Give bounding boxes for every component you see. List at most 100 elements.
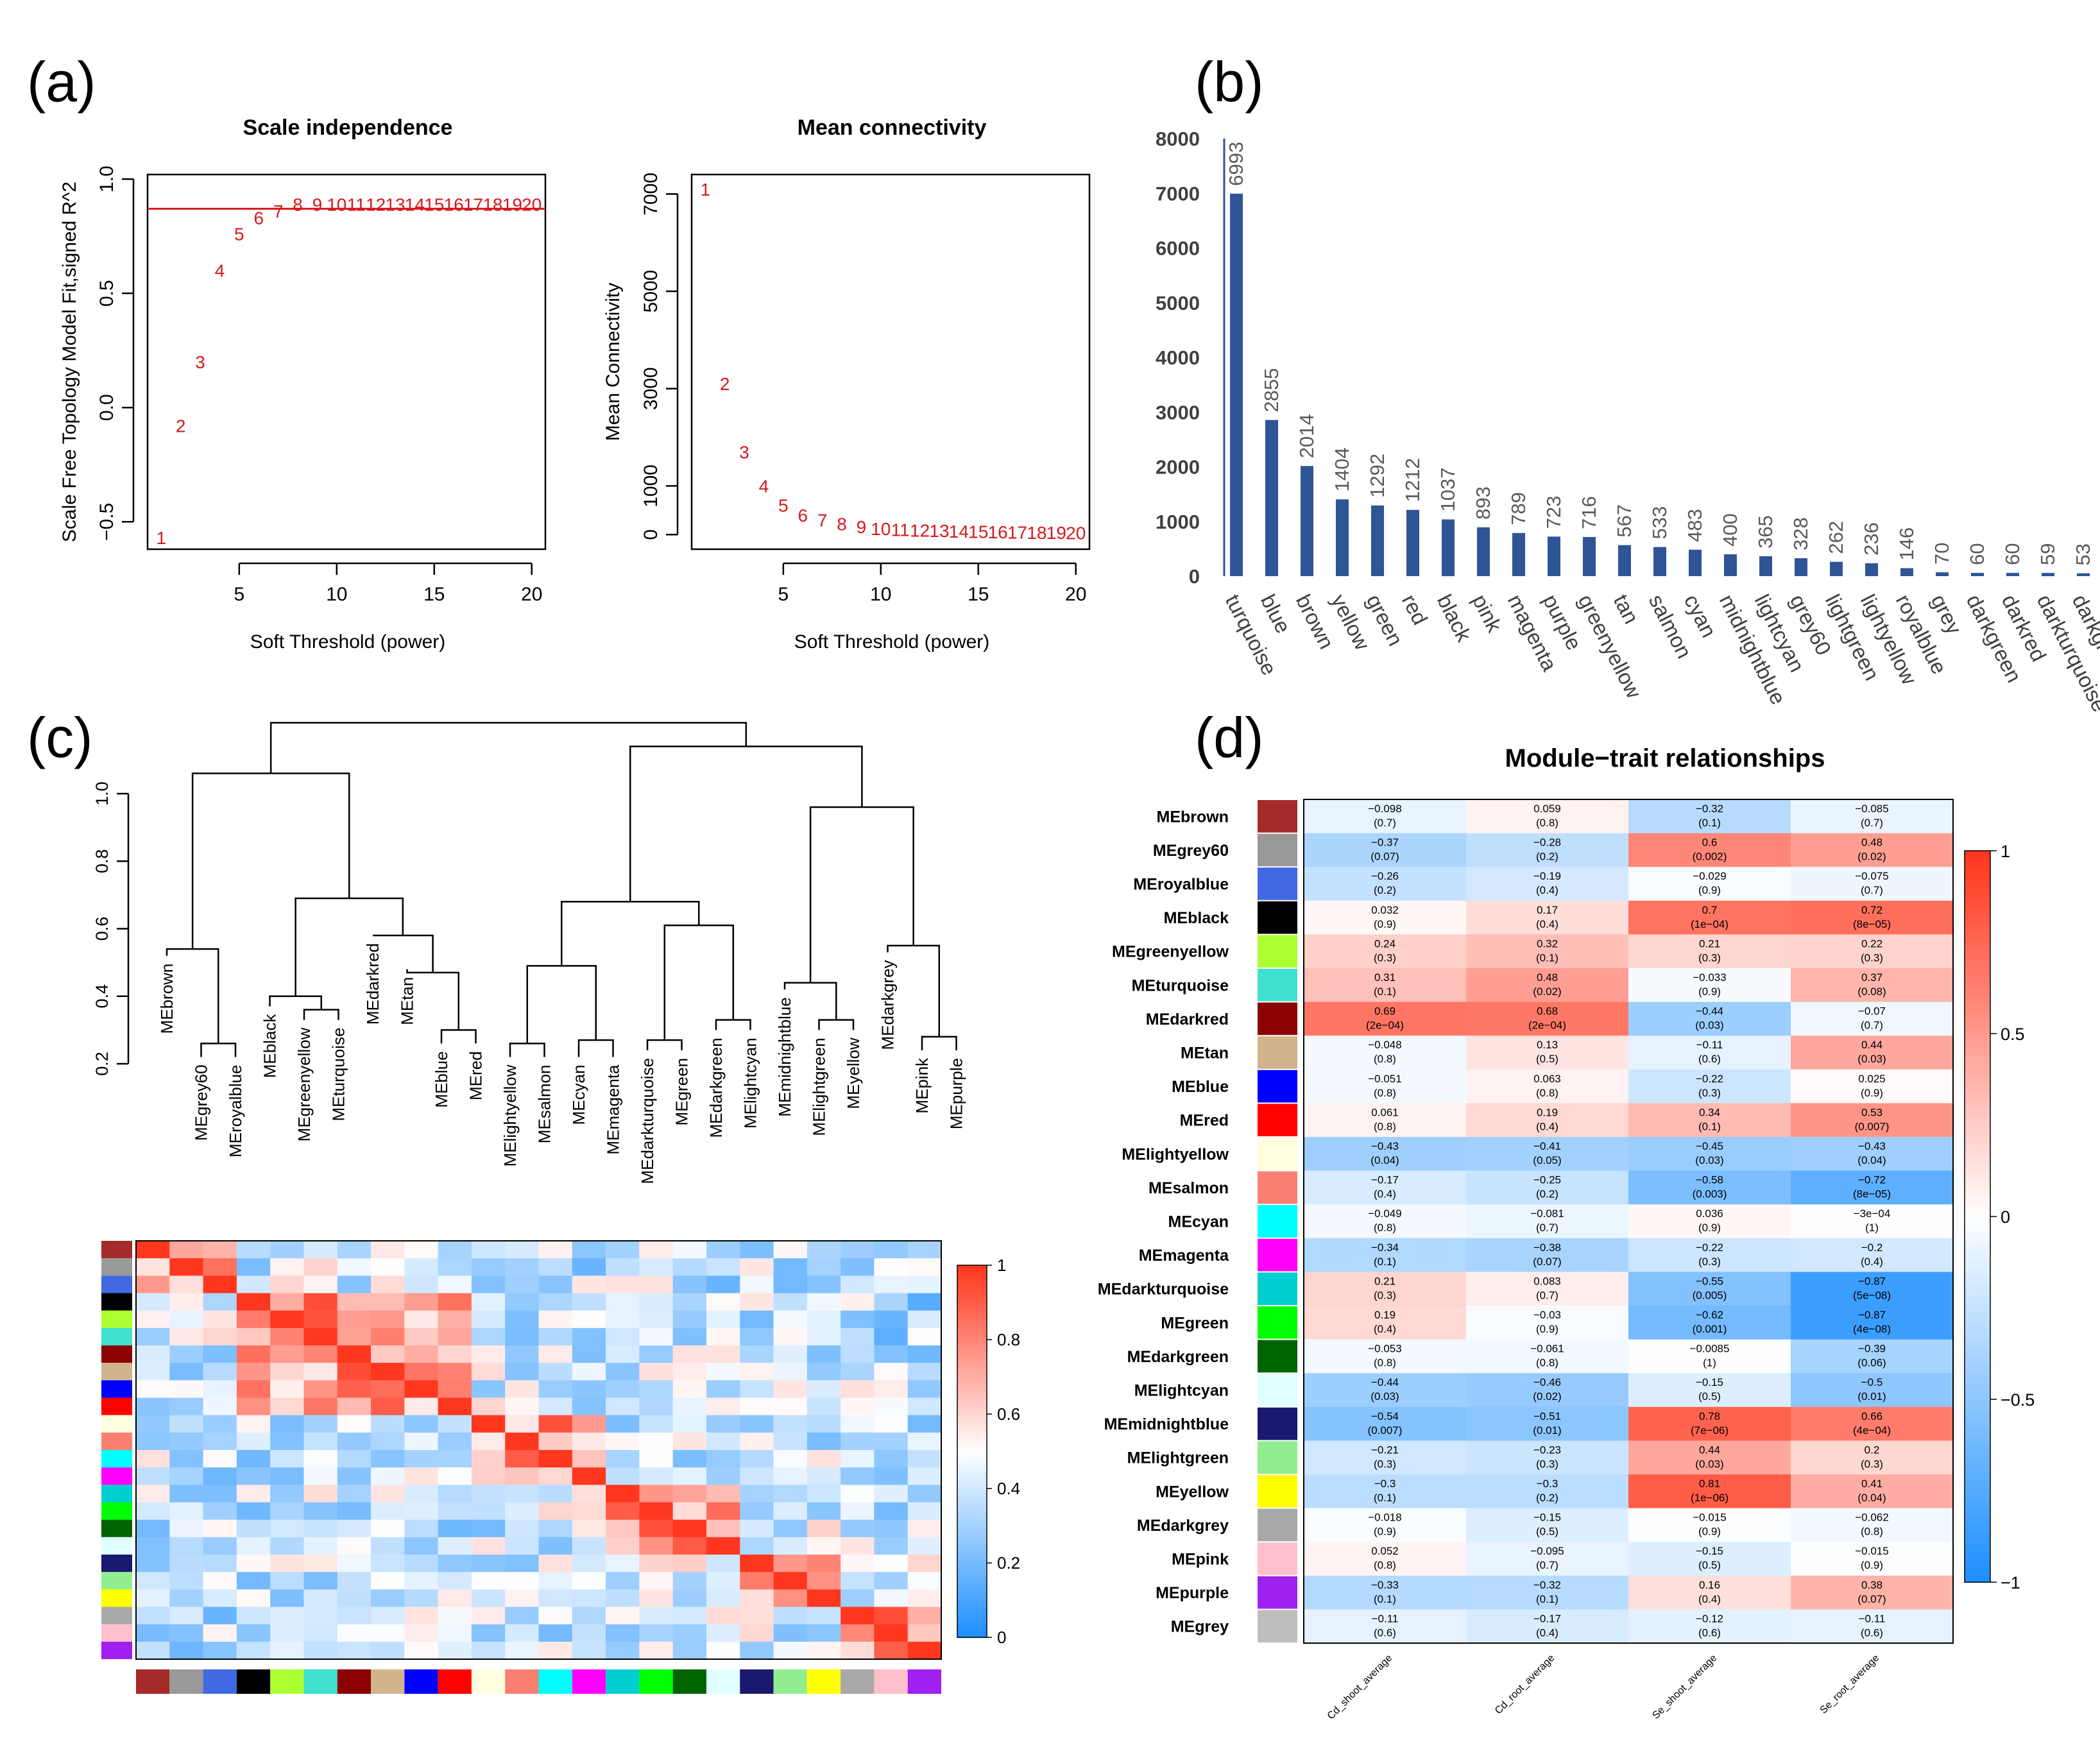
heatmap-cell: [1466, 1474, 1629, 1509]
cell-pvalue: (0.03): [1695, 1458, 1723, 1470]
heatmap-cell: [1466, 1339, 1629, 1374]
cell-correlation: −0.72: [1858, 1174, 1886, 1186]
y-tick-label: 7000: [640, 173, 662, 216]
heatmap-cell: [606, 1450, 640, 1468]
heatmap-cell: [841, 1397, 875, 1416]
cell-pvalue: (0.6): [1374, 1626, 1396, 1639]
heatmap-cell: [438, 1415, 472, 1433]
heatmap-cell: [1791, 1137, 1954, 1172]
heatmap-cell: [203, 1641, 237, 1660]
y-tick-label: 0: [640, 529, 662, 540]
bar-value-label: 236: [1860, 522, 1882, 556]
color-scale-segment: [1965, 909, 1990, 917]
cell-pvalue: (0.9): [1698, 1526, 1721, 1538]
heatmap-cell: [740, 1293, 774, 1311]
dendrogram-leaf-label: MElightgreen: [810, 1037, 829, 1136]
heatmap-cell: [874, 1624, 909, 1642]
heatmap-cell: [371, 1293, 405, 1311]
heatmap-cell: [1304, 1373, 1467, 1408]
cell-pvalue: (0.8): [1536, 1357, 1558, 1369]
color-scale-segment: [1965, 1458, 1990, 1466]
heatmap-cell: [672, 1241, 707, 1259]
heatmap-cell: [1466, 1440, 1629, 1475]
heatmap-cell: [572, 1641, 606, 1660]
scale-independence-xlabel: Soft Threshold (power): [250, 631, 446, 652]
heatmap-cell: [1466, 900, 1629, 935]
heatmap-cell: [538, 1293, 573, 1311]
cell-pvalue: (0.9): [1536, 1323, 1558, 1335]
heatmap-cell: [606, 1519, 640, 1538]
heatmap-cell: [505, 1345, 539, 1363]
heatmap-cell: [841, 1537, 875, 1555]
color-scale-segment: [1965, 1538, 1990, 1546]
cell-pvalue: (0.4): [1374, 1188, 1396, 1200]
color-scale-segment: [957, 1603, 987, 1608]
heatmap-cell: [505, 1241, 539, 1259]
bar: [1336, 499, 1349, 576]
color-scale-segment: [1965, 1487, 1990, 1495]
heatmap-cell: [236, 1327, 271, 1346]
cell-correlation: −3e−04: [1854, 1207, 1891, 1220]
color-scale-segment: [1965, 1253, 1990, 1261]
heatmap-cell: [203, 1589, 237, 1607]
cell-pvalue: (0.7): [1861, 817, 1883, 829]
heatmap-cell: [538, 1380, 573, 1398]
module-row-label: MElightgreen: [1127, 1449, 1229, 1467]
heatmap-cell: [505, 1310, 539, 1329]
color-scale-segment: [1965, 975, 1990, 983]
heatmap-cell: [672, 1467, 707, 1485]
heatmap-cell: [337, 1293, 371, 1311]
color-scale-segment: [957, 1492, 987, 1497]
heatmap-cell: [136, 1415, 170, 1433]
heatmap-cell: [841, 1327, 875, 1346]
heatmap-cell: [438, 1537, 472, 1555]
heatmap-cell: [471, 1293, 506, 1311]
dendrogram-branch: [295, 897, 404, 996]
heatmap-cell: [773, 1363, 808, 1381]
color-scale-segment: [957, 1265, 987, 1270]
data-point-label: 11: [347, 194, 366, 214]
cell-correlation: −0.018: [1368, 1512, 1401, 1524]
cell-pvalue: (7e−06): [1691, 1424, 1729, 1437]
data-point-label: 5: [234, 225, 244, 244]
heatmap-cell: [371, 1572, 405, 1590]
heatmap-cell: [1466, 1238, 1629, 1272]
color-scale-segment: [957, 1436, 987, 1441]
data-point-label: 9: [857, 517, 867, 537]
heatmap-cell: [438, 1363, 472, 1381]
cell-correlation: 0.16: [1699, 1579, 1720, 1591]
cell-correlation: 0.063: [1533, 1073, 1561, 1085]
heatmap-cell: [874, 1537, 909, 1555]
heatmap-cell: [907, 1345, 942, 1363]
color-scale-segment: [1965, 1392, 1990, 1400]
cell-pvalue: (0.2): [1536, 851, 1558, 863]
heatmap-cell: [706, 1415, 740, 1433]
cell-correlation: 0.2: [1865, 1444, 1880, 1456]
cell-correlation: −0.25: [1533, 1174, 1561, 1186]
heatmap-cell: [807, 1293, 841, 1311]
bar: [1830, 561, 1843, 576]
trait-label: Se_root_average: [1818, 1653, 1881, 1716]
heatmap-cell: [807, 1310, 841, 1329]
module-color-swatch: [1258, 1475, 1297, 1508]
heatmap-cell: [1304, 799, 1467, 834]
heatmap-cell: [303, 1363, 338, 1381]
heatmap-cell: [438, 1589, 472, 1607]
cell-correlation: −0.12: [1696, 1612, 1723, 1625]
module-color-swatch: [270, 1669, 304, 1694]
color-scale-segment: [1965, 1062, 1990, 1071]
heatmap-cell: [639, 1589, 674, 1607]
heatmap-cell: [337, 1241, 371, 1259]
cell-pvalue: (0.04): [1857, 1492, 1886, 1504]
cell-pvalue: (1e−04): [1691, 918, 1729, 930]
color-scale-segment: [957, 1284, 987, 1288]
color-scale-segment: [957, 1287, 987, 1292]
cell-correlation: −0.095: [1530, 1545, 1564, 1557]
module-color-swatch: [1258, 1508, 1297, 1542]
cell-correlation: −0.58: [1696, 1174, 1723, 1186]
cell-pvalue: (0.3): [1536, 1458, 1558, 1470]
dendrogram-leaf-label: MEtan: [398, 977, 417, 1025]
color-scale-segment: [957, 1340, 987, 1344]
heatmap-cell: [1304, 833, 1467, 867]
